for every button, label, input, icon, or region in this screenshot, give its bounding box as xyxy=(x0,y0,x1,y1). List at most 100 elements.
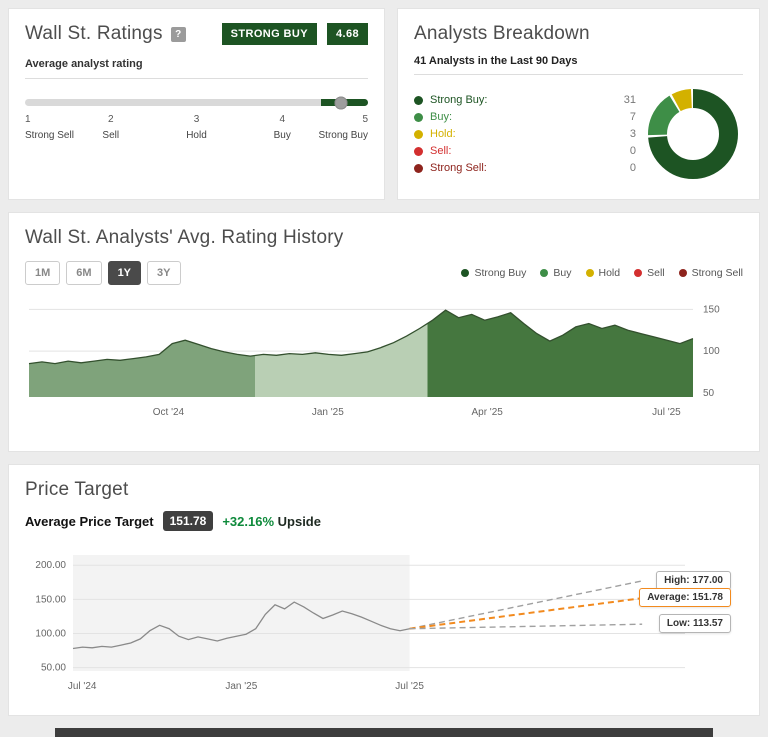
rating-history-title: Wall St. Analysts' Avg. Rating History xyxy=(25,227,344,248)
svg-text:Jan '25: Jan '25 xyxy=(312,407,344,418)
rating-dot xyxy=(414,95,423,105)
tick-label: Hold xyxy=(186,130,207,141)
average-target-callout: Average: 151.78 xyxy=(639,588,731,608)
rating-dot xyxy=(414,146,423,156)
breakdown-value: 0 xyxy=(629,162,636,174)
tick-label: Strong Buy xyxy=(318,130,368,141)
range-button-1y[interactable]: 1Y xyxy=(107,261,142,285)
legend-dot xyxy=(634,269,643,277)
breakdown-body: Strong Buy: 31 Buy: 7 Hold: 3 Sell: 0 Strong Sel… xyxy=(414,84,743,184)
svg-text:150.00: 150.00 xyxy=(35,594,66,605)
high-target-callout: High: 177.00 xyxy=(656,570,731,590)
svg-text:100.00: 100.00 xyxy=(35,628,66,639)
avg-price-target-badge: 151.78 xyxy=(162,511,214,531)
slider-tick-1: 1 Strong Sell xyxy=(25,114,74,141)
legend-dot xyxy=(585,269,594,277)
slider-tick-4: 4 Buy xyxy=(274,114,291,141)
breakdown-row: Strong Buy: 31 xyxy=(414,92,636,109)
tick-number: 3 xyxy=(193,114,200,125)
ratings-header: Wall St. Ratings ? STRONG BUY 4.68 xyxy=(25,23,368,45)
tick-number: 1 xyxy=(25,114,31,125)
svg-text:50: 50 xyxy=(703,388,715,399)
tick-label: Sell xyxy=(102,130,120,141)
slider-tick-5: 5 Strong Buy xyxy=(319,114,368,141)
svg-text:Jul '25: Jul '25 xyxy=(652,407,681,418)
ratings-badges: STRONG BUY 4.68 xyxy=(221,23,368,45)
breakdown-label: Buy: xyxy=(430,111,453,123)
legend-item-buy[interactable]: Buy xyxy=(540,267,572,279)
breakdown-label: Sell: xyxy=(430,145,452,157)
wall-st-ratings-card: Wall St. Ratings ? STRONG BUY 4.68 Avera… xyxy=(8,8,385,200)
svg-text:Jul '25: Jul '25 xyxy=(395,681,424,692)
breakdown-value: 31 xyxy=(623,94,636,106)
legend-item-strong-sell[interactable]: Strong Sell xyxy=(678,267,743,279)
breakdown-label: Hold: xyxy=(430,128,456,140)
rating-dot xyxy=(414,112,423,122)
slider-scale: 1 Strong Sell 2 Sell 3 Hold 4 Buy 5 Strong Buy xyxy=(25,114,368,148)
svg-text:Apr '25: Apr '25 xyxy=(471,407,503,418)
range-button-1m[interactable]: 1M xyxy=(25,261,61,285)
svg-text:50.00: 50.00 xyxy=(41,663,66,674)
tick-number: 5 xyxy=(362,114,368,125)
analysts-breakdown-card: Analysts Breakdown 41 Analysts in the La… xyxy=(397,8,760,200)
time-range-buttons: 1M 6M 1Y 3Y xyxy=(25,261,187,285)
breakdown-subtitle: 41 Analysts in the Last 90 Days xyxy=(414,55,743,75)
legend-label: Strong Buy xyxy=(474,267,527,279)
history-controls: 1M 6M 1Y 3Y Strong Buy Buy Hold Sell Strong Sel… xyxy=(25,261,743,285)
slider-handle[interactable] xyxy=(334,96,348,109)
history-legend: Strong Buy Buy Hold Sell Strong Sell xyxy=(461,267,743,279)
help-icon[interactable]: ? xyxy=(170,26,186,42)
range-button-6m[interactable]: 6M xyxy=(66,261,102,285)
svg-text:Jul '24: Jul '24 xyxy=(68,681,97,692)
legend-item-sell[interactable]: Sell xyxy=(634,267,665,279)
svg-text:200.00: 200.00 xyxy=(35,560,66,571)
svg-text:150: 150 xyxy=(703,304,720,315)
breakdown-value: 7 xyxy=(629,111,636,123)
breakdown-row: Hold: 3 xyxy=(414,126,636,143)
legend-dot xyxy=(540,269,549,277)
slider-tick-2: 2 Sell xyxy=(102,114,119,141)
low-target-callout: Low: 113.57 xyxy=(658,614,731,634)
rating-dot xyxy=(414,129,423,139)
rating-dot xyxy=(414,163,423,173)
svg-text:100: 100 xyxy=(703,346,720,357)
ratings-donut-chart xyxy=(648,89,738,179)
legend-dot xyxy=(461,269,470,277)
svg-text:Oct '24: Oct '24 xyxy=(153,407,185,418)
price-target-title: Price Target xyxy=(25,479,129,500)
average-rating-label: Average analyst rating xyxy=(25,58,368,79)
upside-percent: +32.16% xyxy=(222,513,275,529)
rating-history-card: Wall St. Analysts' Avg. Rating History 1… xyxy=(8,212,760,452)
tick-number: 4 xyxy=(279,114,286,125)
footer-bar xyxy=(55,728,713,737)
price-target-summary: Average Price Target 151.78 +32.16% Upsi… xyxy=(25,511,743,531)
breakdown-label: Strong Buy: xyxy=(430,94,488,106)
legend-dot xyxy=(678,269,687,277)
slider-track[interactable] xyxy=(25,96,368,109)
breakdown-row: Strong Sell: 0 xyxy=(414,160,636,177)
tick-number: 2 xyxy=(107,114,114,125)
range-button-3y[interactable]: 3Y xyxy=(147,261,181,285)
legend-item-strong-buy[interactable]: Strong Buy xyxy=(461,267,526,279)
breakdown-value: 3 xyxy=(629,128,636,140)
breakdown-rows: Strong Buy: 31 Buy: 7 Hold: 3 Sell: 0 Strong Sel… xyxy=(414,92,636,177)
legend-label: Buy xyxy=(553,267,572,279)
slider-tick-3: 3 Hold xyxy=(186,114,207,141)
rating-history-chart: 150 100 50 Oct '24 Jan '25 Apr '25 Jul '25 xyxy=(28,304,720,418)
consensus-badge: STRONG BUY xyxy=(221,23,317,45)
upside-text: +32.16% Upside xyxy=(222,514,321,529)
tick-label: Strong Sell xyxy=(25,130,74,141)
legend-label: Sell xyxy=(647,267,665,279)
breakdown-row: Sell: 0 xyxy=(414,143,636,160)
upside-word: Upside xyxy=(277,513,321,529)
score-badge: 4.68 xyxy=(326,23,368,45)
breakdown-title: Analysts Breakdown xyxy=(414,23,590,44)
tick-label: Buy xyxy=(273,130,291,141)
breakdown-label: Strong Sell: xyxy=(430,162,487,174)
breakdown-value: 0 xyxy=(629,145,636,157)
avg-price-target-label: Average Price Target xyxy=(25,513,154,529)
legend-label: Strong Sell xyxy=(691,267,743,279)
legend-item-hold[interactable]: Hold xyxy=(585,267,620,279)
